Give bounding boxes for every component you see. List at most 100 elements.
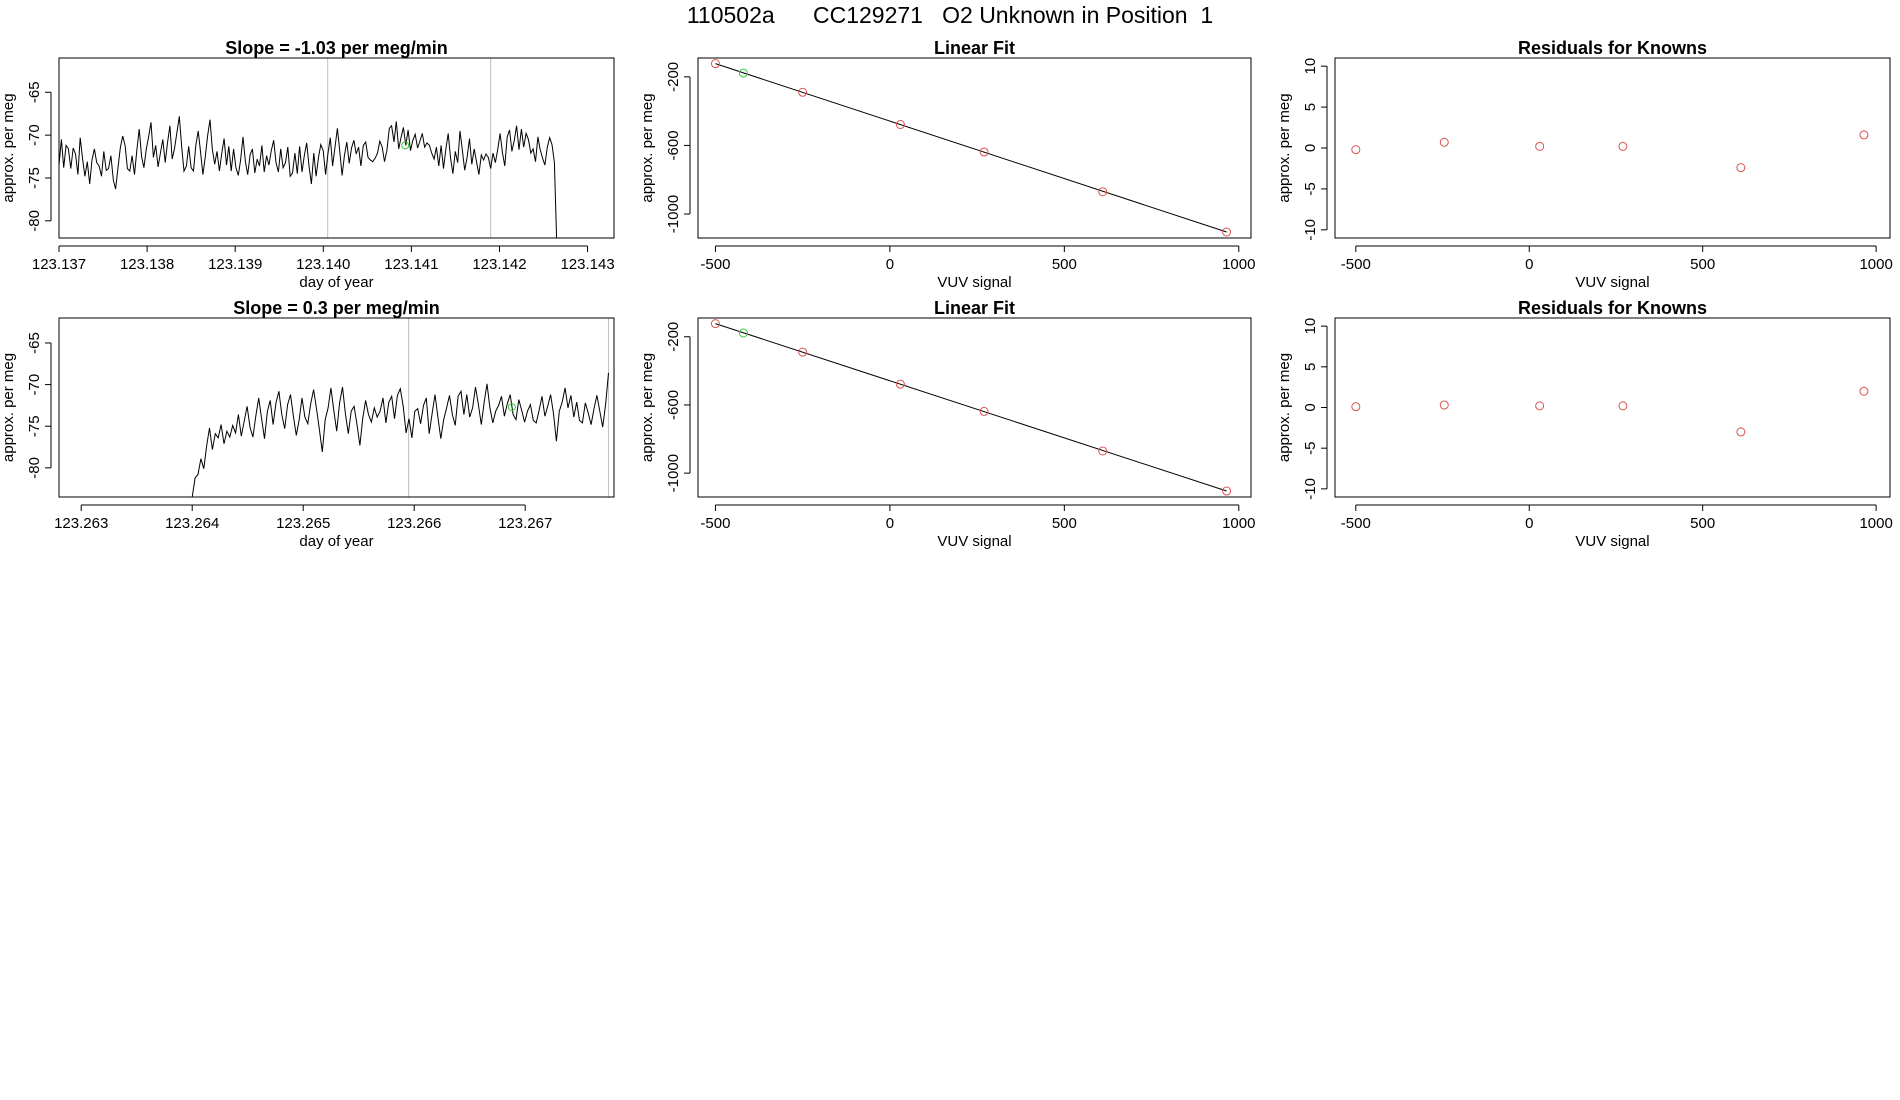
y-tick-label: -1000 [665, 195, 682, 233]
y-axis-label: approx. per meg [1276, 353, 1293, 462]
chart-title: Linear Fit [934, 298, 1015, 318]
y-axis-label: approx. per meg [0, 353, 17, 462]
y-tick-label: -1000 [665, 454, 682, 492]
x-tick-label: 123.141 [384, 256, 438, 273]
known-point [1535, 401, 1545, 411]
x-tick-label: 123.138 [120, 256, 174, 273]
known-point [710, 319, 720, 329]
known-point [1736, 163, 1746, 173]
plot-frame [697, 317, 1252, 498]
known-point [1351, 402, 1361, 412]
x-tick-label: 0 [886, 515, 894, 532]
x-tick-label: 1000 [1859, 256, 1892, 273]
y-tick-label: -75 [26, 415, 43, 437]
x-tick-label: 123.264 [165, 515, 219, 532]
plot-frame [58, 317, 615, 498]
unknown-marker [507, 403, 516, 412]
fit-line [715, 63, 1227, 233]
known-point [1098, 187, 1108, 197]
x-tick-label: 0 [1525, 256, 1533, 273]
x-axis-label: VUV signal [1575, 274, 1649, 291]
x-axis-label: day of year [299, 533, 373, 550]
series-line [191, 372, 609, 497]
chart-panel-5: Linear Fit -500 0 500 1000 VUV signal -200 -600… [639, 298, 1255, 550]
x-axis-label: VUV signal [937, 274, 1011, 291]
x-tick-label: 1000 [1222, 515, 1255, 532]
x-tick-label: -500 [700, 256, 730, 273]
chart-title: Residuals for Knowns [1518, 38, 1707, 58]
chart-title: Slope = -1.03 per meg/min [225, 38, 448, 58]
fit-line [715, 323, 1227, 492]
x-tick-label: 500 [1690, 256, 1715, 273]
x-tick-label: 500 [1052, 515, 1077, 532]
chart-panel-3: Residuals for Knowns -500 0 500 1000 VUV sign… [1276, 38, 1893, 291]
y-tick-label: -65 [26, 332, 43, 354]
plot-frame [58, 57, 615, 239]
unknown-point [738, 328, 748, 338]
data-layer [1351, 386, 1869, 437]
known-point [979, 147, 989, 157]
x-tick-label: 123.267 [498, 515, 552, 532]
chart-panel-1: Slope = -1.03 per meg/min 123.137 123.138 1… [0, 38, 615, 291]
y-tick-label: -80 [26, 210, 43, 232]
known-point [798, 347, 808, 357]
y-tick-label: 5 [1302, 363, 1319, 371]
x-tick-label: 1000 [1859, 515, 1892, 532]
y-tick-label: -65 [26, 81, 43, 103]
y-tick-label: 0 [1302, 403, 1319, 411]
unknown-point [738, 68, 748, 78]
y-axis-label: approx. per meg [1276, 93, 1293, 202]
x-tick-label: -500 [1341, 515, 1371, 532]
known-point [1439, 400, 1449, 410]
y-axis-label: approx. per meg [0, 93, 17, 202]
x-tick-label: 123.265 [276, 515, 330, 532]
known-point [1618, 141, 1628, 151]
y-axis-label: approx. per meg [639, 353, 656, 462]
y-tick-label: -70 [26, 374, 43, 396]
chart-panel-4: Slope = 0.3 per meg/min 123.263 123.264 123… [0, 298, 615, 550]
x-axis-label: VUV signal [937, 533, 1011, 550]
known-point [895, 379, 905, 389]
known-point [1222, 227, 1232, 237]
known-point [1222, 486, 1232, 496]
y-tick-label: 5 [1302, 103, 1319, 111]
unknown-marker [401, 141, 410, 150]
plot-frame [1334, 57, 1891, 239]
y-tick-label: -10 [1302, 478, 1319, 500]
x-tick-label: 0 [886, 256, 894, 273]
y-tick-label: -600 [665, 390, 682, 420]
plot-frame [697, 57, 1252, 239]
data-layer [710, 59, 1232, 237]
data-layer [710, 319, 1232, 496]
x-tick-label: -500 [1341, 256, 1371, 273]
known-point [1439, 137, 1449, 147]
x-axis-label: VUV signal [1575, 533, 1649, 550]
y-tick-label: -70 [26, 124, 43, 146]
known-point [1535, 141, 1545, 151]
x-tick-label: -500 [700, 515, 730, 532]
chart-panel-2: Linear Fit -500 0 500 1000 VUV signal -200 -600… [639, 38, 1255, 291]
x-tick-label: 123.139 [208, 256, 262, 273]
x-tick-label: 123.266 [387, 515, 441, 532]
x-tick-label: 123.137 [32, 256, 86, 273]
data-layer [59, 116, 558, 238]
y-tick-label: -200 [665, 322, 682, 352]
y-tick-label: -200 [665, 62, 682, 92]
y-tick-label: -5 [1302, 182, 1319, 195]
y-tick-label: -5 [1302, 442, 1319, 455]
x-tick-label: 500 [1690, 515, 1715, 532]
data-layer [191, 372, 609, 497]
series-line [59, 116, 558, 238]
known-point [1859, 386, 1869, 396]
x-tick-label: 1000 [1222, 256, 1255, 273]
y-tick-label: -80 [26, 457, 43, 479]
y-tick-label: 10 [1302, 58, 1319, 75]
known-point [979, 406, 989, 416]
x-tick-label: 0 [1525, 515, 1533, 532]
y-tick-label: -10 [1302, 219, 1319, 241]
y-tick-label: -600 [665, 130, 682, 160]
x-axis-label: day of year [299, 274, 373, 291]
x-tick-label: 500 [1052, 256, 1077, 273]
chart-title: Linear Fit [934, 38, 1015, 58]
x-tick-label: 123.263 [54, 515, 108, 532]
